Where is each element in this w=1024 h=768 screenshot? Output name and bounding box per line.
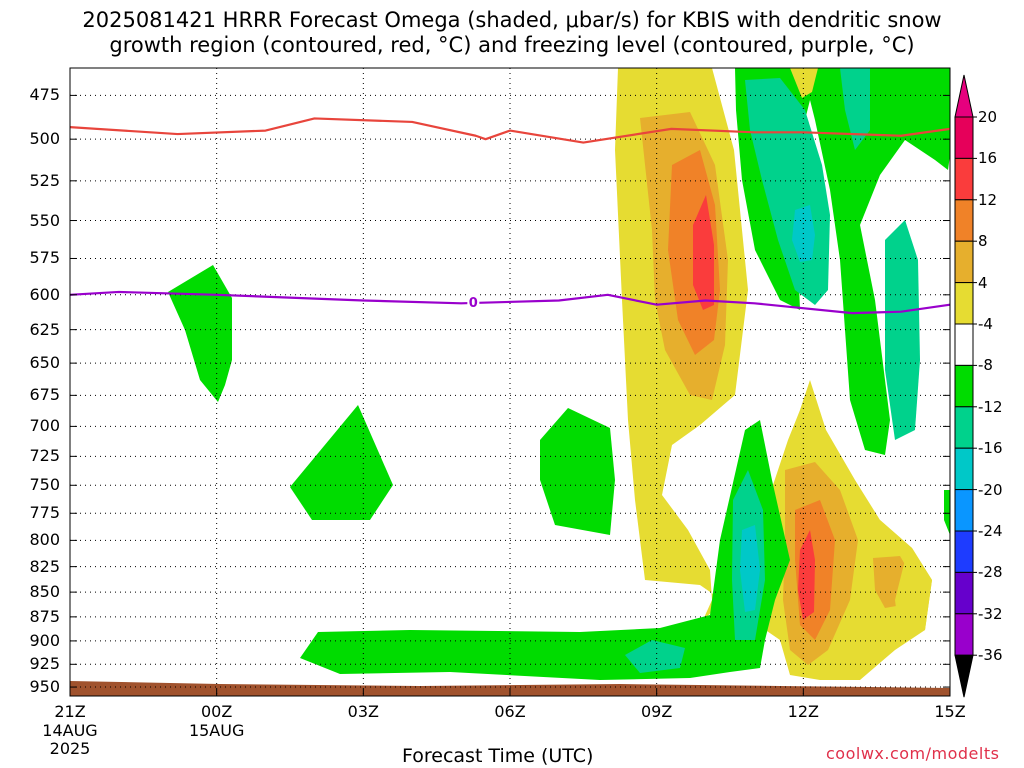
x-tick-sublabel: 2025 [49,739,91,758]
colorbar-swatch [954,406,974,449]
grid-lines [70,68,950,696]
colorbar-label: -12 [978,397,1003,416]
colorbar-swatch [954,240,974,284]
y-tick-label: 900 [29,630,60,650]
colorbar-swatch [954,364,974,408]
omega-region-cyan [740,525,760,612]
y-tick-label: 700 [29,416,60,436]
colorbar-swatch [954,116,974,159]
y-tick-label: 950 [29,677,60,697]
colorbar-label: -24 [978,522,1003,540]
contour-layer: 0 [69,117,951,315]
x-tick-label: 09Z [640,702,673,721]
y-tick-label: 725 [29,446,60,466]
colorbar-swatch [954,157,974,201]
y-tick-label: 775 [29,503,60,523]
y-tick-label: 525 [29,170,60,190]
colorbar-label: -20 [978,480,1003,499]
colorbar-label: 8 [978,232,988,251]
x-tick-sublabel: 14AUG [42,721,98,740]
y-tick-label: 875 [29,606,60,626]
colorbar [954,74,977,698]
colorbar-swatch [954,447,974,491]
omega-region-red [798,530,815,620]
x-tick-sublabel: 15AUG [188,721,245,740]
colorbar-swatch [954,199,974,242]
omega-region-teal [885,220,920,440]
colorbar-label: -36 [978,646,1003,665]
colorbar-swatch [954,323,974,366]
omega-region-green [880,520,932,640]
x-tick-label: 03Z [347,702,379,721]
omega-region-green [168,265,232,402]
colorbar-label: 16 [978,149,998,168]
y-tick-label: 800 [29,530,60,550]
colorbar-swatch [954,530,974,573]
y-tick-label: 850 [29,582,60,602]
colorbar-label: 12 [978,190,998,209]
axis-ticks [69,94,951,696]
omega-region-green [300,420,790,680]
contour-label: 0 [469,296,478,311]
omega-region-teal [840,68,870,150]
omega-region-green [290,405,393,520]
y-tick-label: 600 [29,284,60,304]
omega-region-red [693,195,714,310]
colorbar-swatch [954,613,974,656]
chart-title-line-2: growth region (contoured, red, °C) and f… [109,33,915,57]
colorbar-swatch [954,571,974,615]
colorbar-label: -8 [978,356,993,375]
colorbar-label: -4 [978,315,993,333]
x-tick-label: 21Z [54,702,86,721]
y-tick-label: 650 [29,353,60,373]
credit-link[interactable]: coolwx.com/modelts [826,744,1000,763]
chart-title-line-1: 2025081421 HRRR Forecast Omega (shaded, … [82,8,942,32]
contour-line [69,290,951,315]
y-tick-label: 575 [29,248,60,268]
omega-shading-layer [70,68,950,696]
y-tick-label: 675 [29,385,60,405]
omega-region-neutral [790,68,818,98]
y-tick-label: 550 [29,210,60,230]
colorbar-label: -32 [978,604,1003,623]
y-tick-label: 925 [29,654,60,674]
colorbar-label: 20 [978,108,998,126]
colorbar-swatch [954,489,974,532]
contour-label-bg [467,293,480,308]
colorbar-label: 4 [978,273,988,292]
colorbar-extend-high [954,74,974,118]
contour-line [69,117,951,144]
colorbar-label: -16 [978,439,1003,458]
x-tick-label: 00Z [200,702,233,721]
y-tick-label: 500 [29,129,60,149]
x-tick-label: 06Z [494,702,526,721]
omega-region-green [944,490,950,535]
y-tick-label: 625 [29,319,60,339]
y-tick-label: 475 [29,85,60,105]
colorbar-swatch [954,282,974,325]
x-axis-title: Forecast Time (UTC) [402,745,594,767]
x-tick-label: 15Z [934,702,966,721]
y-tick-label: 825 [29,556,60,576]
colorbar-extend-low [954,654,974,698]
y-tick-label: 750 [29,475,60,495]
x-tick-label: 12Z [787,702,819,721]
omega-region-green [540,408,615,535]
colorbar-label: -28 [978,563,1003,582]
